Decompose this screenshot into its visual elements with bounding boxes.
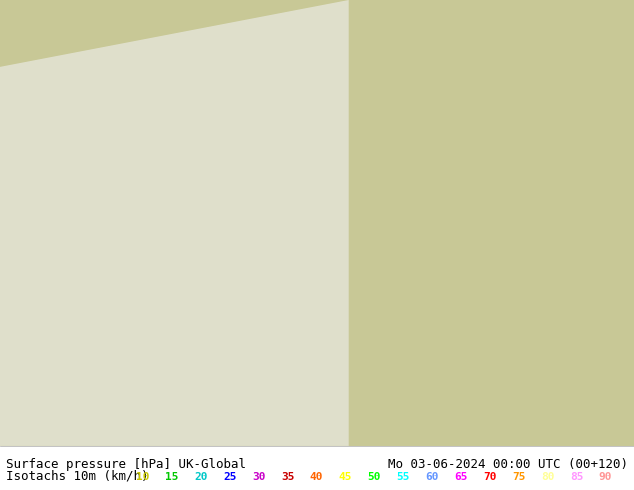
Text: 85: 85	[570, 472, 583, 482]
Text: Isotachs 10m (km/h): Isotachs 10m (km/h)	[6, 469, 149, 482]
Text: Surface pressure [hPa] UK-Global: Surface pressure [hPa] UK-Global	[6, 458, 247, 471]
Text: 45: 45	[339, 472, 352, 482]
Text: 25: 25	[223, 472, 236, 482]
Text: 20: 20	[194, 472, 207, 482]
Text: 70: 70	[483, 472, 496, 482]
Text: 50: 50	[368, 472, 381, 482]
Text: 65: 65	[454, 472, 468, 482]
Text: 10: 10	[136, 472, 150, 482]
Text: 90: 90	[598, 472, 612, 482]
Text: 60: 60	[425, 472, 439, 482]
Text: 40: 40	[310, 472, 323, 482]
Text: 80: 80	[541, 472, 555, 482]
Text: 75: 75	[512, 472, 526, 482]
Text: 35: 35	[281, 472, 294, 482]
Text: 55: 55	[396, 472, 410, 482]
Text: 30: 30	[252, 472, 266, 482]
Text: Mo 03-06-2024 00:00 UTC (00+120): Mo 03-06-2024 00:00 UTC (00+120)	[387, 458, 628, 471]
Text: 15: 15	[165, 472, 179, 482]
Polygon shape	[0, 0, 349, 446]
